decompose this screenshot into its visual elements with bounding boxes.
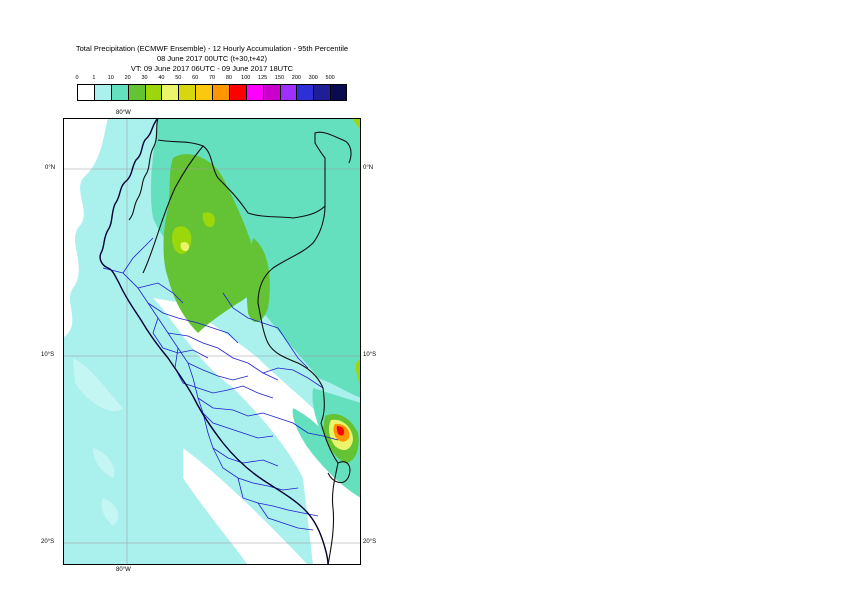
colorbar-tick-label: 80 [225, 75, 232, 81]
region-boundaries [102, 237, 339, 531]
colorbar-tick-label: 30 [141, 75, 148, 81]
colorbar-tick-label: 500 [325, 75, 335, 81]
dry-land-coast [183, 448, 308, 565]
colorbar-swatch [195, 84, 212, 100]
valid-time: VT: 09 June 2017 06UTC - 09 June 2017 18… [130, 64, 294, 73]
ocean-patch [101, 498, 119, 526]
lat-label-20s-left: 20°S [41, 539, 55, 545]
colorbar-swatch [110, 84, 128, 100]
dry-land-region [153, 298, 361, 565]
precip-40-50mm [180, 242, 190, 252]
country-borders [128, 118, 352, 565]
precip-20-30mm-east [246, 238, 270, 323]
colorbar-swatch [313, 84, 331, 100]
ocean-area-south [63, 418, 88, 565]
base-time: 08 June 2017 00UTC (t+30,t+42) [156, 54, 268, 63]
colorbar-swatch [77, 84, 94, 100]
map-title: Total Precipitation (ECMWF Ensemble) - 1… [75, 44, 349, 53]
colorbar-tick-label: 100 [241, 75, 251, 81]
dry-ocean-region [63, 118, 108, 565]
colorbar-tick-label: 1 [92, 75, 96, 81]
precip-30-40mm [202, 212, 215, 228]
colorbar-tick-label: 200 [291, 75, 301, 81]
colorbar-tick-label: 60 [192, 75, 199, 81]
colorbar-tick-label: 10 [107, 75, 114, 81]
colorbar-swatch [144, 84, 162, 100]
colorbar-tick-label: 70 [208, 75, 216, 81]
ocean-patch [73, 358, 123, 412]
precipitation-map [63, 118, 361, 565]
colorbar-tick-label: 150 [274, 75, 285, 81]
colorbar-swatch [245, 84, 263, 100]
precip-20-30mm [163, 154, 258, 333]
graticule [63, 118, 361, 565]
colorbar-tick-label: 40 [158, 75, 165, 81]
colorbar-swatch [296, 84, 314, 100]
lat-label-20s-right: 20°S [363, 539, 377, 545]
colorbar-swatch [279, 84, 297, 100]
lat-label-eq-left: 0°N [45, 165, 56, 171]
precip-corner-ne [353, 118, 361, 130]
colorbar-tick-label: 20 [124, 75, 131, 81]
map-canvas [63, 118, 361, 565]
precip-10-20mm-band [292, 408, 361, 498]
lat-label-10s-left: 10°S [41, 352, 55, 358]
coastline [99, 118, 329, 565]
colorbar-tick-label: 125 [258, 75, 268, 81]
lon-label-top: 80°W [116, 110, 131, 116]
lat-label-10s-right: 10°S [363, 352, 377, 358]
colorbar-swatch [178, 84, 196, 100]
precip-edge-e [355, 358, 361, 388]
lon-label-bottom: 80°W [116, 567, 131, 573]
colorbar-swatch [212, 84, 229, 100]
colorbar-swatch [262, 84, 280, 100]
precip-cell-red [336, 426, 345, 436]
colorbar-swatch [228, 84, 246, 100]
colorbar-swatch [330, 84, 347, 100]
colorbar-tick-label: 300 [308, 75, 318, 81]
colorbar-swatch [127, 84, 145, 100]
lat-label-eq-right: 0°N [363, 165, 374, 171]
colorbar-swatch [93, 84, 111, 100]
colorbar-swatch [161, 84, 179, 100]
map-border [63, 118, 361, 565]
ocean-patch [93, 448, 115, 478]
colorbar-tick-label: 0 [75, 75, 79, 81]
colorbar-tick-label: 50 [175, 75, 182, 81]
